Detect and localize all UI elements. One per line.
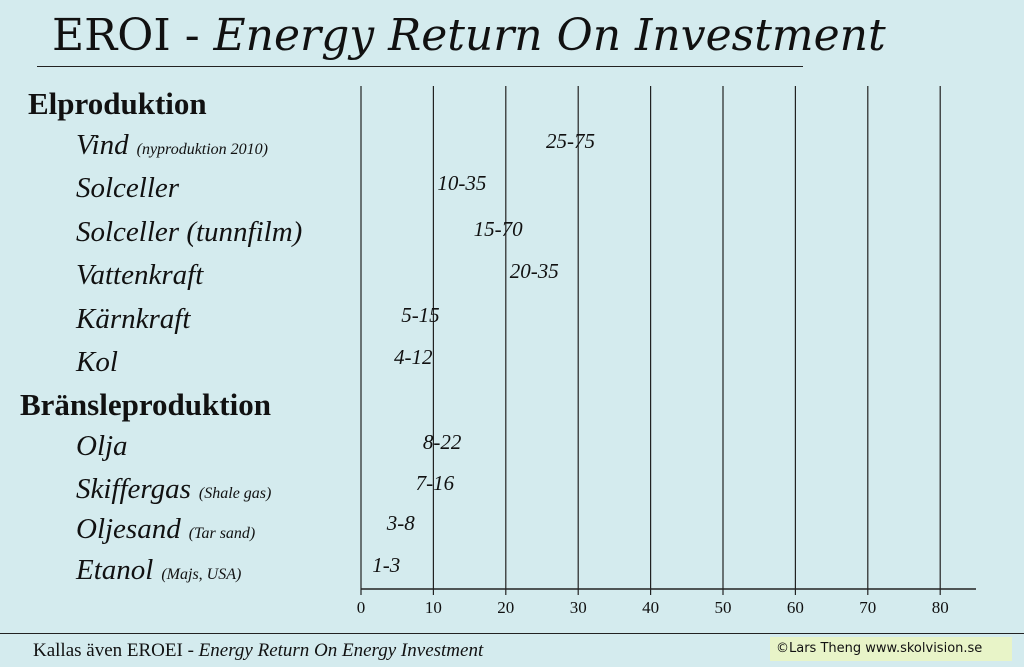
range-label: 3-8 — [386, 511, 415, 535]
range-label: 15-70 — [474, 217, 523, 241]
range-label: 8-22 — [423, 430, 462, 454]
row-name: Etanol — [76, 554, 154, 586]
row-label-kol: Kol — [76, 345, 118, 379]
footer-main: Kallas även EROEI - — [33, 640, 199, 661]
row-note: (Majs, USA) — [161, 566, 242, 583]
row-name: Oljesand — [76, 513, 181, 545]
row-label-karnkraft: Kärnkraft — [76, 302, 190, 336]
row-name: Kärnkraft — [76, 303, 191, 335]
x-tick-label: 40 — [642, 598, 659, 617]
x-tick-label: 0 — [357, 598, 366, 617]
copyright-badge: ©Lars Theng www.skolvision.se — [770, 637, 1012, 661]
range-label: 25-75 — [546, 129, 595, 153]
row-name: Skiffergas — [76, 473, 191, 505]
range-label: 5-15 — [401, 303, 440, 327]
row-name: Vind — [76, 129, 129, 161]
x-tick-label: 10 — [425, 598, 442, 617]
title-main: EROI - — [52, 10, 214, 61]
range-label: 20-35 — [510, 259, 559, 283]
row-label-etanol: Etanol (Majs, USA) — [76, 553, 241, 592]
x-tick-label: 80 — [932, 598, 949, 617]
page-title: EROI - Energy Return On Investment — [52, 8, 886, 64]
group-label-bransleproduktion: Bränsleproduktion — [20, 387, 271, 422]
group-label-elproduktion: Elproduktion — [28, 86, 207, 121]
range-label: 4-12 — [394, 345, 433, 369]
title-divider — [37, 66, 803, 67]
eroi-range-chart: 0 10 20 30 40 50 60 70 80 25-75 10-35 15-70 20-35 5-1… — [357, 86, 976, 617]
row-label-vind: Vind (nyproduktion 2010) — [76, 128, 268, 167]
row-name: Olja — [76, 430, 128, 462]
footer-note: Kallas även EROEI - Energy Return On Ene… — [33, 640, 483, 662]
row-label-olja: Olja — [76, 429, 128, 463]
row-name: Vattenkraft — [76, 259, 204, 291]
x-tick-label: 50 — [715, 598, 732, 617]
x-tick-label: 20 — [497, 598, 514, 617]
row-name: Kol — [76, 346, 118, 378]
row-label-skiffergas: Skiffergas (Shale gas) — [76, 472, 271, 511]
footer-sub: Energy Return On Energy Investment — [198, 640, 484, 661]
row-name: Solceller — [76, 172, 180, 204]
row-label-solceller-tunnfilm: Solceller (tunnfilm) — [76, 215, 302, 249]
row-label-oljesand: Oljesand (Tar sand) — [76, 512, 255, 551]
range-label: 10-35 — [437, 171, 486, 195]
x-tick-label: 60 — [787, 598, 804, 617]
row-note: (nyproduktion 2010) — [136, 141, 269, 158]
row-note: (Tar sand) — [188, 525, 256, 542]
footer-divider — [0, 633, 1024, 634]
row-label-solceller: Solceller — [76, 171, 179, 205]
range-label: 7-16 — [416, 471, 455, 495]
x-tick-label: 70 — [859, 598, 876, 617]
row-label-vattenkraft: Vattenkraft — [76, 258, 203, 292]
row-note: (Shale gas) — [198, 485, 272, 502]
x-tick-label: 30 — [570, 598, 587, 617]
title-sub: Energy Return On Investment — [213, 10, 886, 61]
row-name: Solceller (tunnfilm) — [76, 216, 303, 248]
range-label: 1-3 — [372, 553, 400, 577]
